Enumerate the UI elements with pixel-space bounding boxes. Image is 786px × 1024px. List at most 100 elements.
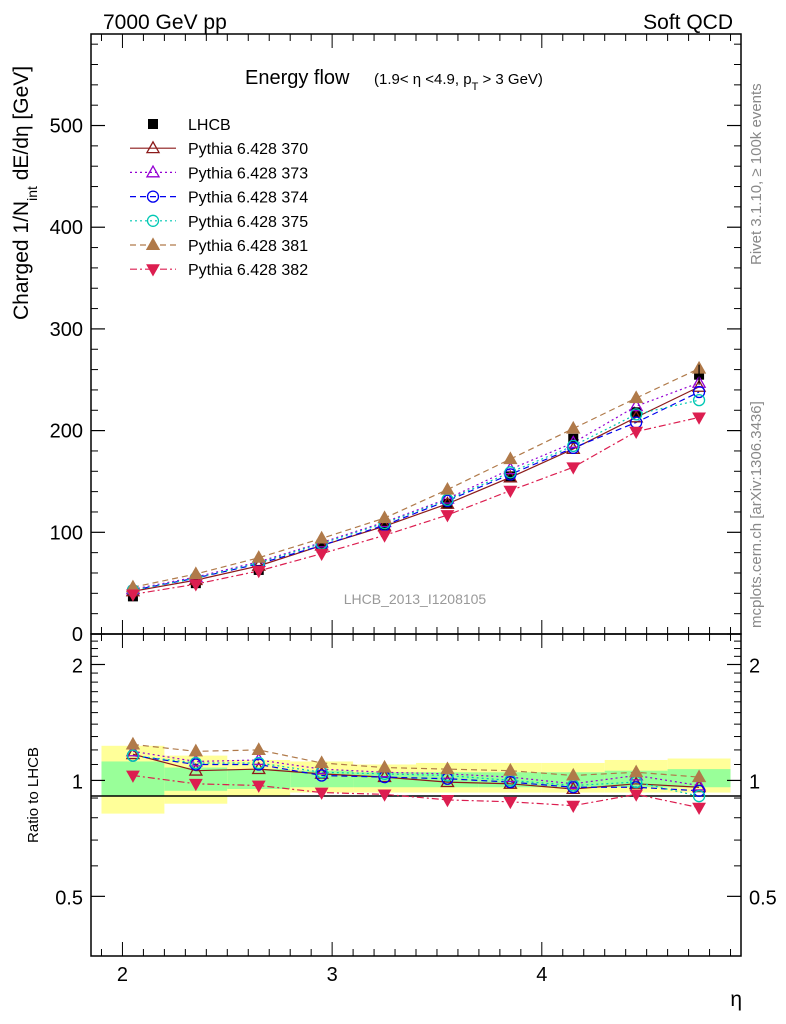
- main-y-tick-label: 100: [50, 522, 83, 544]
- ratio-point-pythia-6-428-382: [692, 802, 706, 815]
- ratio-band-inner: [604, 770, 668, 788]
- data-point-pythia-6-428-382: [503, 485, 518, 498]
- mcplots-reference-label: mcplots.cern.ch [arXiv:1306.3436]: [748, 401, 765, 628]
- plot-title: Energy flow: [245, 67, 350, 89]
- ratio-point-pythia-6-428-375: [126, 749, 140, 762]
- ratio-point-pythia-6-428-382: [503, 796, 518, 810]
- data-point-pythia-6-428-382: [692, 412, 706, 425]
- plot-title-cut-subscript: T: [472, 81, 479, 93]
- legend-marker-pythia-6-428-370: [145, 140, 161, 154]
- ratio-point-pythia-6-428-375: [692, 790, 706, 803]
- ratio-point-pythia-6-428-382: [629, 789, 644, 802]
- ratio-point-pythia-6-428-382: [251, 780, 266, 793]
- ratio-y-tick-label-left: 0.5: [55, 887, 83, 909]
- x-tick-label: 4: [536, 964, 547, 986]
- plot-title-cut-part2: > 3 GeV): [478, 71, 543, 88]
- data-point-pythia-6-428-370: [691, 379, 707, 392]
- data-point-pythia-6-428-382: [126, 589, 140, 602]
- main-y-tick-label: 300: [50, 319, 83, 341]
- ratio-line-pythia-6-428-374: [132, 755, 700, 792]
- plot-title-cut-part1: (1.9< η <4.9, p: [374, 71, 472, 88]
- data-point-pythia-6-428-381: [628, 390, 644, 404]
- ratio-point-pythia-6-428-374: [692, 784, 706, 797]
- data-point-lhcb: [442, 498, 453, 509]
- ratio-point-pythia-6-428-375: [189, 756, 202, 770]
- ratio-y-tick-label-right: 2: [749, 655, 760, 677]
- ratio-point-pythia-6-428-375: [252, 756, 265, 770]
- ratio-point-pythia-6-428-381: [125, 736, 141, 750]
- legend-label-pythia-6-428-370: Pythia 6.428 370: [188, 141, 308, 158]
- ratio-point-pythia-6-428-373: [691, 777, 707, 791]
- x-axis-label: η: [730, 988, 742, 1011]
- legend-marker-pythia-6-428-373: [145, 164, 161, 178]
- series-line-pythia-6-428-382: [132, 416, 700, 595]
- series-line-pythia-6-428-370: [132, 386, 700, 592]
- ratio-point-pythia-6-428-381: [440, 761, 455, 775]
- y-axis-label: Charged 1/Nint dE/dη [GeV]: [10, 66, 40, 320]
- legend-label-pythia-6-428-381: Pythia 6.428 381: [188, 238, 308, 255]
- main-y-tick-label: 200: [50, 421, 83, 443]
- ratio-y-tick-label-left: 2: [72, 655, 83, 677]
- ratio-point-pythia-6-428-381: [566, 767, 581, 781]
- ratio-point-pythia-6-428-381: [691, 769, 707, 783]
- data-point-pythia-6-428-381: [251, 550, 266, 563]
- data-point-lhcb: [568, 433, 579, 444]
- legend-label-lhcb: LHCB: [188, 117, 231, 134]
- series-line-pythia-6-428-374: [132, 391, 700, 591]
- legend-label-pythia-6-428-382: Pythia 6.428 382: [188, 262, 308, 279]
- x-tick-label: 3: [327, 964, 338, 986]
- legend-marker-pythia-6-428-374: [146, 190, 160, 203]
- ratio-point-pythia-6-428-381: [377, 759, 392, 773]
- ratio-y-tick-label-right: 0.5: [749, 887, 777, 909]
- x-tick-label: 2: [117, 964, 128, 986]
- ratio-point-pythia-6-428-382: [377, 789, 392, 802]
- ratio-point-pythia-6-428-382: [314, 787, 329, 800]
- ratio-y-tick-label-left: 1: [72, 771, 83, 793]
- header-process-label: Soft QCD: [643, 11, 733, 34]
- data-point-pythia-6-428-381: [377, 510, 392, 524]
- ratio-point-pythia-6-428-381: [503, 763, 518, 776]
- data-point-pythia-6-428-382: [566, 462, 581, 475]
- data-point-lhcb: [316, 542, 327, 553]
- data-point-pythia-6-428-382: [629, 426, 644, 439]
- ratio-plot-panel: 0.5 0.5 1 1 2 2 2 3 4 Ratio to LHCB η: [25, 633, 777, 1011]
- data-point-pythia-6-428-374: [692, 385, 706, 399]
- ratio-point-pythia-6-428-382: [126, 770, 140, 783]
- legend-marker-pythia-6-428-375: [146, 214, 160, 227]
- ratio-line-pythia-6-428-382: [132, 774, 700, 809]
- y-axis-label-subscript: int: [24, 186, 40, 201]
- data-point-pythia-6-428-375: [692, 393, 706, 407]
- main-y-tick-label: 400: [50, 217, 83, 239]
- y-axis-label-part1: Charged 1/N: [10, 201, 33, 320]
- data-point-lhcb: [379, 522, 390, 533]
- ratio-point-pythia-6-428-382: [440, 795, 455, 808]
- main-plot-marks: [125, 360, 707, 602]
- series-line-pythia-6-428-373: [132, 382, 700, 590]
- main-y-tick-label: 500: [50, 116, 83, 138]
- series-line-pythia-6-428-375: [132, 399, 700, 591]
- data-point-pythia-6-428-375: [630, 408, 643, 421]
- data-point-pythia-6-428-382: [440, 510, 455, 523]
- ratio-line-pythia-6-428-373: [132, 750, 700, 787]
- ratio-y-tick-label-right: 1: [749, 771, 760, 793]
- ratio-point-pythia-6-428-381: [628, 764, 644, 778]
- ratio-point-pythia-6-428-382: [566, 800, 581, 813]
- legend: LHCB Pythia 6.428 370 Pythia 6.428 373 Pyth…: [130, 117, 308, 279]
- ratio-plot-marks: [125, 736, 707, 815]
- ratio-point-pythia-6-428-381: [251, 742, 266, 755]
- series-line-pythia-6-428-381: [132, 368, 700, 588]
- data-point-pythia-6-428-373: [440, 491, 455, 504]
- data-point-pythia-6-428-370: [628, 409, 644, 423]
- plot-title-cut: (1.9< η <4.9, pT > 3 GeV): [374, 71, 543, 93]
- ratio-point-pythia-6-428-382: [188, 778, 203, 792]
- data-point-pythia-6-428-381: [188, 566, 204, 580]
- main-plot-panel: 0 100 200 300 400 500 Energy flow (1.9< η <4.…: [10, 33, 742, 646]
- data-point-pythia-6-428-382: [188, 579, 203, 592]
- data-point-pythia-6-428-375: [504, 466, 517, 479]
- legend-marker-pythia-6-428-382: [146, 264, 160, 277]
- legend-label-pythia-6-428-375: Pythia 6.428 375: [188, 214, 308, 231]
- main-axes: 0 100 200 300 400 500: [50, 34, 741, 646]
- ratio-point-pythia-6-428-370: [440, 774, 455, 788]
- ratio-point-pythia-6-428-374: [315, 769, 328, 782]
